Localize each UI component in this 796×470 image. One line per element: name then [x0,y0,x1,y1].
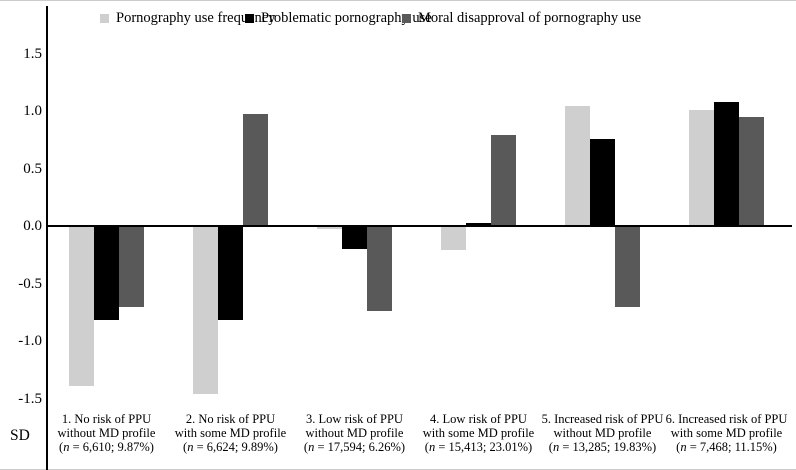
group-label-line2: without MD profile [305,426,404,440]
group-label-n-line: (n = 6,610; 9.87%) [59,440,154,454]
bar-problematic-use [218,226,243,321]
y-axis-line [46,6,48,470]
y-tick-label: 1.0 [23,103,42,119]
y-tick-label: -0.5 [18,275,42,292]
group-label-line1: 4. Low risk of PPU [430,412,527,426]
group-label-line2: with some MD profile [670,426,783,440]
legend-item: Pornography use frequency [100,6,275,30]
group-label-n-line: (n = 13,285; 19.83%) [548,440,657,454]
bar-use-frequency [317,226,342,230]
group-label-line2: without MD profile [57,426,156,440]
bar-problematic-use [590,138,615,226]
bar-moral-disapproval [367,226,392,312]
n-symbol: n [187,440,194,454]
y-axis-unit-label: SD [10,427,30,444]
x-axis-group-label: 1. No risk of PPU without MD profile (n = … [41,412,173,454]
legend-label: Pornography use frequency [116,9,276,26]
legend-swatch-icon [100,13,109,23]
group-label-line2: with some MD profile [174,426,287,440]
x-axis-group-label: 5. Increased risk of PPU without MD profi… [537,412,669,454]
bar-moral-disapproval [119,226,144,307]
group-label-line1: 5. Increased risk of PPU [541,412,664,426]
bar-moral-disapproval [615,226,640,307]
legend-item: Problematic pornography use [245,6,432,30]
y-tick-label: -1.0 [18,333,42,349]
zero-baseline [46,225,792,227]
n-symbol: n [552,440,560,454]
bar-use-frequency [69,226,94,386]
x-axis-group-label: 6. Increased risk of PPU with some MD pro… [661,412,793,454]
bar-problematic-use [466,222,491,226]
group-label-n-line: (n = 6,624; 9.89%) [183,440,278,454]
n-symbol: n [308,440,315,454]
n-symbol: n [428,440,436,454]
bar-moral-disapproval [243,114,268,226]
group-label-line1: 2. No risk of PPU [185,412,276,426]
n-symbol: n [63,440,70,454]
bar-moral-disapproval [739,116,764,226]
bar-use-frequency [441,226,466,251]
bar-use-frequency [565,106,590,226]
bar-use-frequency [193,226,218,394]
bar-moral-disapproval [491,135,516,226]
bar-problematic-use [94,226,119,321]
bar-problematic-use [342,226,367,249]
legend-label: Problematic pornography use [261,9,432,26]
group-label-line2: without MD profile [553,426,652,440]
bar-use-frequency [689,109,714,226]
bar-problematic-use [714,101,739,226]
y-tick-label: 1.5 [23,45,42,62]
group-label-line1: 3. Low risk of PPU [306,412,403,426]
y-tick-label: -1.5 [18,390,42,407]
x-axis-group-label: 4. Low risk of PPU with some MD profile (n… [413,412,545,454]
group-label-line1: 1. No risk of PPU [61,412,152,426]
y-tick-label: 0.0 [23,218,42,234]
legend-swatch-icon [402,13,411,23]
n-symbol: n [680,440,687,454]
group-label-n-line: (n = 7,468; 11.15%) [676,440,777,454]
group-label-line2: with some MD profile [422,426,535,440]
legend-label: Moral disapproval of pornography use [418,9,642,26]
x-axis-group-label: 3. Low risk of PPU without MD profile (n =… [289,412,421,454]
figure-top-border [0,0,796,1]
group-label-line1: 6. Increased risk of PPU [665,412,788,426]
y-tick-label: 0.5 [23,160,42,177]
group-label-n-line: (n = 15,413; 23.01%) [424,440,533,454]
legend: Pornography use frequency Problematic por… [0,6,796,30]
legend-swatch-icon [245,13,254,23]
x-axis-group-label: 2. No risk of PPU with some MD profile (n … [165,412,297,454]
group-label-n-line: (n = 17,594; 6.26%) [303,440,406,454]
legend-item: Moral disapproval of pornography use [402,6,641,30]
